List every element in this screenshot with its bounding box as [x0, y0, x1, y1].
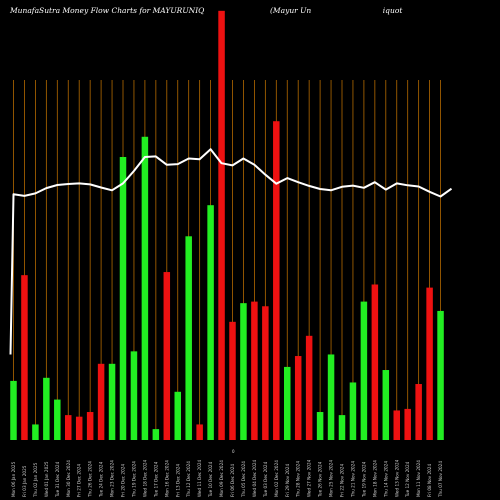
x-tick-label: Wed 04 Dec 2024	[252, 459, 257, 497]
x-tick-label: Tue 31 Dec 2024	[55, 461, 60, 498]
bar-up	[130, 351, 138, 440]
bar-down	[229, 321, 236, 440]
x-tick-label: Thu 02 Jan 2025	[33, 462, 38, 498]
x-tick-label: Tue 03 Dec 2024	[263, 461, 268, 498]
bar-up	[207, 205, 214, 440]
bar-down	[294, 356, 302, 440]
bar-up	[152, 429, 160, 440]
x-tick-label: Thu 12 Dec 2024	[186, 461, 191, 498]
x-tick-label: Mon 11 Nov 2024	[416, 460, 421, 497]
bar-up	[43, 377, 50, 440]
bar-down	[251, 301, 258, 440]
x-tick-label: Wed 13 Nov 2024	[394, 459, 399, 497]
bar-down	[97, 363, 105, 440]
flow-line-path	[9, 148, 453, 355]
bar-down	[305, 335, 313, 440]
bar-up	[360, 301, 368, 440]
x-tick-label: Fri 22 Nov 2024	[340, 464, 345, 497]
x-tick-label: Mon 23 Dec 2024	[110, 460, 115, 497]
bar-down	[218, 10, 225, 440]
bar-down	[426, 287, 433, 440]
bar-up	[327, 354, 335, 440]
x-tick-label: Fri 08 Nov 2024	[427, 464, 432, 497]
bar-up	[284, 366, 291, 440]
bar-down	[404, 408, 411, 440]
x-tick-label: Tue 12 Nov 2024	[405, 461, 410, 498]
chart-title-right: (Mayur Un iquot	[270, 6, 403, 15]
bar-up	[174, 391, 181, 440]
x-mid-label: 0	[232, 449, 235, 454]
x-tick-label: Fri 20 Dec 2024	[121, 464, 126, 497]
bar-down	[75, 416, 83, 440]
x-tick-label: Thu 26 Dec 2024	[88, 461, 93, 498]
x-tick-label: Fri 27 Dec 2024	[77, 464, 82, 497]
x-tick-label: Fri 06 Dec 2024	[230, 464, 235, 497]
x-tick-label: Tue 26 Nov 2024	[318, 461, 323, 498]
bar-up	[108, 363, 116, 440]
x-tick-label: Mon 09 Dec 2024	[219, 460, 224, 497]
bar-down	[415, 384, 422, 440]
x-tick-label: Tue 24 Dec 2024	[99, 461, 104, 498]
x-tick-label: Mon 30 Dec 2024	[66, 460, 71, 497]
bar-up	[10, 380, 17, 440]
x-tick-label: Fri 13 Dec 2024	[175, 464, 180, 497]
bar-up	[32, 424, 39, 440]
bar-down	[262, 306, 269, 440]
chart-title-left: MunafaSutra Money Flow Charts for MAYURU…	[9, 6, 204, 15]
bar-down	[273, 121, 280, 440]
x-tick-label: Thu 05 Dec 2024	[241, 461, 246, 498]
x-tick-label: Mon 02 Dec 2024	[274, 460, 279, 497]
x-tick-label: Thu 19 Dec 2024	[131, 461, 136, 498]
x-tick-label: Thu 21 Nov 2024	[350, 461, 355, 498]
bar-up	[437, 310, 444, 440]
bar-down	[86, 412, 94, 440]
bar-down	[65, 415, 72, 440]
bar-down	[21, 275, 28, 440]
x-tick-label: Thu 28 Nov 2024	[296, 461, 301, 498]
x-tick-label: Mon 06 Jan 2025	[11, 461, 16, 497]
bar-down	[393, 410, 400, 440]
x-tick-label: Thu 14 Nov 2024	[383, 461, 388, 498]
x-tick-label: Fri 03 Jan 2025	[22, 465, 27, 497]
x-tick-label: Wed 18 Dec 2024	[142, 459, 147, 497]
bar-up	[185, 236, 192, 440]
bar-up	[316, 412, 324, 440]
flow-line	[9, 148, 453, 355]
bar-up	[54, 399, 61, 440]
x-tick-label: Thu 07 Nov 2024	[438, 461, 443, 498]
x-tick-label: Mon 25 Nov 2024	[329, 460, 334, 497]
x-tick-label: Mon 18 Nov 2024	[372, 460, 377, 497]
bar-up	[119, 156, 127, 441]
x-tick-label: Wed 27 Nov 2024	[307, 459, 312, 497]
bar-up	[240, 303, 247, 440]
bar-up	[382, 370, 390, 440]
x-tick-label: Tue 19 Nov 2024	[361, 461, 366, 498]
bars	[10, 10, 444, 441]
x-tick-label: Tue 10 Dec 2024	[208, 461, 213, 498]
bar-down	[163, 272, 171, 440]
bar-up	[338, 415, 346, 440]
x-tick-label: Tue 17 Dec 2024	[153, 461, 158, 498]
bar-up	[349, 382, 357, 440]
x-tick-label: Fri 29 Nov 2024	[285, 464, 290, 497]
bar-down	[196, 424, 203, 440]
x-tick-label: Wed 01 Jan 2025	[44, 461, 49, 497]
x-tick-label: Mon 16 Dec 2024	[164, 460, 169, 497]
x-tick-labels: Mon 06 Jan 2025 Fri 03 Jan 2025 Thu 02 Jan…	[11, 459, 443, 498]
x-tick-label: Wed 11 Dec 2024	[197, 459, 202, 497]
bar-up	[141, 136, 149, 440]
bar-down	[371, 284, 379, 440]
